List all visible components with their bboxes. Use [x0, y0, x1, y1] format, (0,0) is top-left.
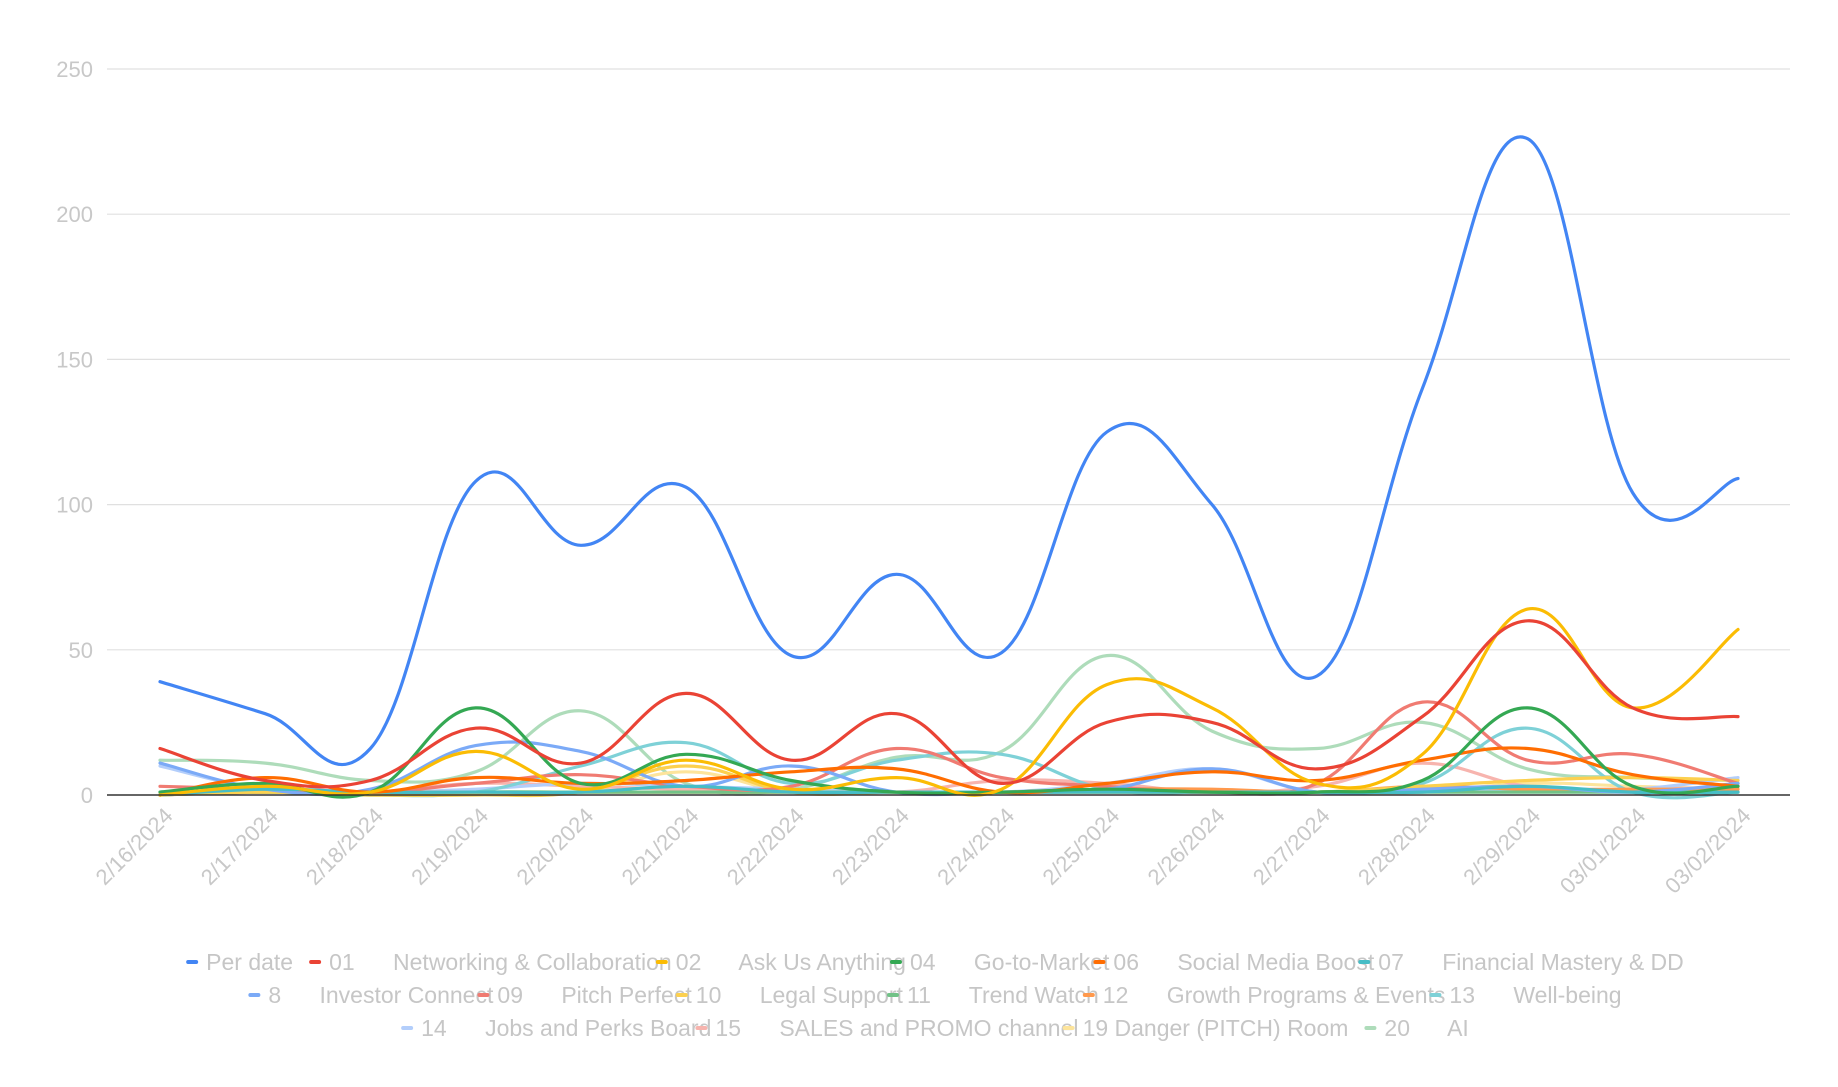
- y-tick-label: 250: [56, 57, 93, 82]
- gridlines: [107, 68, 1790, 651]
- series-line-0: [158, 135, 1740, 766]
- legend: Per date 01 Networking & Collaboration 02 …: [186, 949, 1684, 1041]
- series-line-2: [158, 607, 1740, 797]
- x-tick-label: 2/24/2024: [932, 803, 1019, 890]
- legend-label-15: 20 AI: [1384, 1015, 1468, 1041]
- legend-swatch-13: [695, 1026, 708, 1030]
- legend-label-12: 14 Jobs and Perks Board: [421, 1015, 711, 1041]
- legend-label-3: 04 Go-to-Market: [910, 949, 1110, 975]
- legend-swatch-1: [309, 960, 322, 964]
- series-line-7: [158, 700, 1740, 796]
- series-lines: [158, 135, 1740, 800]
- y-tick-label: 150: [56, 347, 93, 372]
- legend-swatch-15: [1364, 1026, 1377, 1030]
- legend-swatch-8: [675, 993, 688, 997]
- legend-swatch-11: [1429, 993, 1442, 997]
- series-line-4: [158, 746, 1740, 797]
- x-tick-label: 2/16/2024: [91, 803, 178, 890]
- x-tick-label: 2/26/2024: [1143, 803, 1230, 890]
- x-tick-label: 2/28/2024: [1353, 803, 1440, 890]
- x-tick-label: 03/01/2024: [1555, 803, 1651, 899]
- y-tick-label: 100: [56, 493, 93, 518]
- legend-swatch-14: [1062, 1026, 1075, 1030]
- x-tick-label: 2/20/2024: [511, 803, 598, 890]
- legend-label-1: 01 Networking & Collaboration: [329, 949, 672, 975]
- legend-label-11: 13 Well-being: [1449, 982, 1621, 1008]
- legend-swatch-2: [655, 960, 668, 964]
- legend-label-9: 11 Trend Watch: [907, 982, 1099, 1008]
- y-axis-ticks: 0 50 100 150 200 250: [56, 57, 93, 808]
- legend-swatch-6: [248, 993, 261, 997]
- x-tick-label: 2/27/2024: [1248, 803, 1335, 890]
- x-tick-label: 2/25/2024: [1037, 803, 1124, 890]
- legend-label-10: 12 Growth Programs & Events: [1103, 982, 1446, 1008]
- legend-label-2: 02 Ask Us Anything: [676, 949, 906, 975]
- legend-swatch-7: [477, 993, 490, 997]
- legend-label-5: 07 Financial Mastery & DD: [1378, 949, 1684, 975]
- x-axis-ticks: 2/16/2024 2/17/2024 2/18/2024 2/19/2024 2/20…: [91, 803, 1756, 899]
- legend-swatch-10: [1082, 993, 1095, 997]
- series-line-1: [158, 619, 1740, 789]
- x-tick-label: 2/29/2024: [1458, 803, 1545, 890]
- x-tick-label: 2/23/2024: [827, 803, 914, 890]
- legend-swatch-0: [186, 960, 199, 964]
- x-tick-label: 2/22/2024: [722, 803, 809, 890]
- legend-swatch-5: [1358, 960, 1371, 964]
- legend-swatch-4: [1093, 960, 1106, 964]
- x-tick-label: 2/18/2024: [301, 803, 388, 890]
- legend-label-8: 10 Legal Support: [696, 982, 904, 1008]
- x-tick-label: 2/19/2024: [406, 803, 493, 890]
- legend-label-4: 06 Social Media Boost: [1113, 949, 1374, 975]
- legend-label-7: 09 Pitch Perfect: [497, 982, 692, 1008]
- legend-label-6: 8 Investor Connect: [268, 982, 494, 1008]
- legend-swatch-9: [886, 993, 899, 997]
- x-tick-label: 2/17/2024: [196, 803, 283, 890]
- legend-label-0: Per date: [206, 949, 293, 975]
- legend-label-14: 19 Danger (PITCH) Room: [1083, 1015, 1349, 1041]
- legend-swatch-3: [889, 960, 902, 964]
- y-tick-label: 50: [69, 638, 93, 663]
- x-tick-label: 2/21/2024: [617, 803, 704, 890]
- legend-label-13: 15 SALES and PROMO channel: [715, 1015, 1078, 1041]
- y-tick-label: 0: [81, 783, 93, 808]
- x-tick-label: 03/02/2024: [1660, 803, 1756, 899]
- y-tick-label: 200: [56, 202, 93, 227]
- series-line-3: [158, 706, 1740, 799]
- legend-swatch-12: [401, 1026, 414, 1030]
